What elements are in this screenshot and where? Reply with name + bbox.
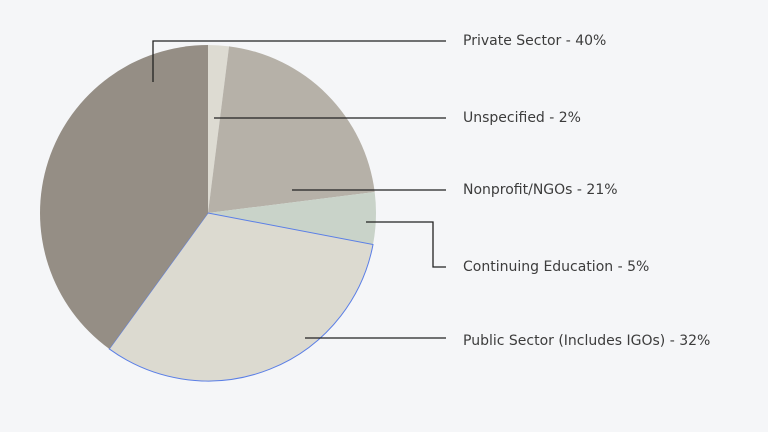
slice-label-2: Continuing Education - 5% bbox=[463, 259, 649, 275]
pie-slice-4 bbox=[40, 45, 208, 349]
slice-label-0: Unspecified - 2% bbox=[463, 110, 581, 126]
pie-slice-1 bbox=[208, 46, 375, 213]
slice-label-1: Nonprofit/NGOs - 21% bbox=[463, 182, 618, 198]
slice-label-4: Private Sector - 40% bbox=[463, 33, 606, 49]
pie-slice-3 bbox=[108, 212, 374, 382]
pie-slice-0 bbox=[208, 44, 230, 213]
leader-lines bbox=[152, 40, 446, 339]
pie-slices bbox=[40, 44, 377, 382]
leader-line-2 bbox=[366, 221, 446, 268]
slice-label-3: Public Sector (Includes IGOs) - 32% bbox=[463, 333, 710, 349]
leader-line-4 bbox=[152, 40, 446, 82]
pie-slice-2 bbox=[208, 191, 377, 245]
slice-labels: Unspecified - 2% Nonprofit/NGOs - 21% Cont… bbox=[463, 33, 710, 349]
